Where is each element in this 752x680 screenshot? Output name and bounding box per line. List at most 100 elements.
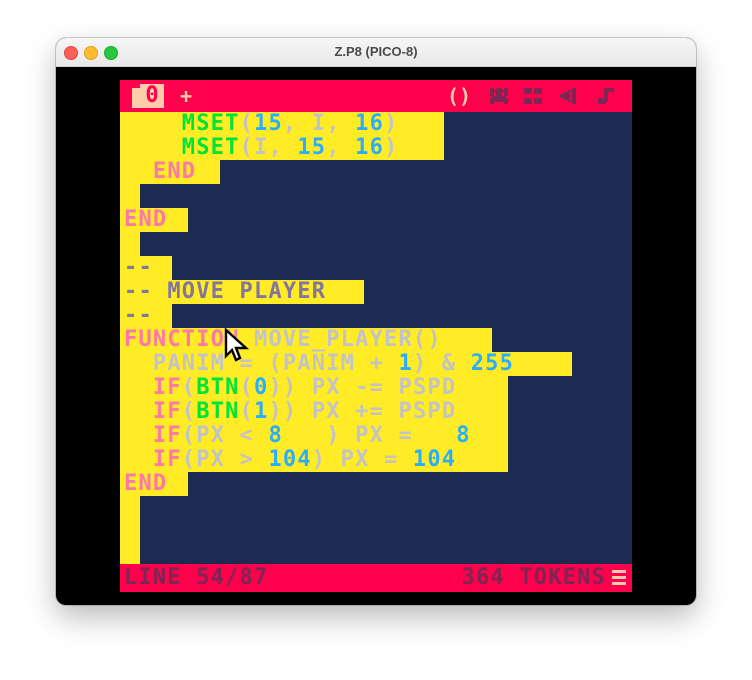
code-token: , [326, 111, 356, 136]
minimize-button[interactable] [84, 46, 98, 60]
selection-highlight [140, 328, 492, 352]
code-token: IF [152, 447, 182, 472]
editor-toolbar: 0 + () [120, 80, 632, 112]
code-line[interactable]: MSET(I, 15, 16) [124, 136, 398, 160]
code-token: MSET [181, 135, 240, 160]
code-line[interactable]: END [124, 472, 167, 496]
code-token: MOVE_PLAYER [239, 327, 413, 352]
selection-highlight [120, 208, 188, 232]
selection-highlight [140, 352, 572, 376]
code-token: END [124, 471, 168, 496]
code-token: MSET [181, 111, 240, 136]
code-token: ( [181, 399, 197, 424]
code-line[interactable]: FUNCTION MOVE_PLAYER() [124, 328, 442, 352]
code-token: END [124, 207, 168, 232]
code-token [124, 423, 153, 448]
code-line[interactable]: END [124, 208, 167, 232]
sprite-icon[interactable] [486, 84, 512, 108]
code-tab-0[interactable]: 0 [140, 84, 164, 108]
code-token: (PX > [181, 447, 269, 472]
code-token: ( [239, 375, 255, 400]
maximize-button[interactable] [104, 46, 118, 60]
token-count: 364 TOKENS [461, 565, 606, 590]
code-token [124, 375, 153, 400]
code-token: 1 [254, 399, 269, 424]
code-token [124, 111, 182, 136]
code-line[interactable]: IF(BTN(1)) PX += PSPD [124, 400, 456, 424]
code-line[interactable]: IF(BTN(0)) PX -= PSPD [124, 376, 456, 400]
code-token: PANIM = (PANIM + [124, 351, 399, 376]
code-token [124, 135, 182, 160]
mouse-cursor-icon [224, 328, 250, 362]
selection-highlight [140, 160, 220, 184]
code-token: , [326, 135, 356, 160]
code-line[interactable]: -- [124, 304, 153, 328]
code-token: 8 [268, 423, 283, 448]
add-tab-button[interactable]: + [179, 84, 193, 108]
code-token: BTN [196, 375, 240, 400]
sfx-icon[interactable] [556, 84, 582, 108]
code-token: , [282, 111, 312, 136]
selection-highlight [140, 280, 364, 304]
selection-highlight [140, 136, 444, 160]
menu-icon[interactable] [612, 570, 626, 586]
code-token: 15 [254, 111, 283, 136]
code-token: IF [152, 399, 182, 424]
code-token: I [311, 111, 327, 136]
selection-highlight [120, 472, 188, 496]
selection-highlight [140, 448, 508, 472]
code-token: 255 [470, 351, 515, 376]
selection-highlight [140, 304, 172, 328]
code-icon-glyph: () [446, 84, 472, 108]
code-token: () [412, 327, 442, 352]
code-token: BTN [196, 399, 240, 424]
code-token: ( [239, 111, 255, 136]
selection-highlight [140, 256, 172, 280]
code-token: (PX < [181, 423, 269, 448]
code-token: IF [152, 423, 182, 448]
code-token: END [152, 159, 197, 184]
code-token: ( [239, 399, 255, 424]
code-line[interactable]: END [124, 160, 196, 184]
code-line[interactable]: IF(PX > 104) PX = 104 [124, 448, 456, 472]
line-indicator: LINE 54/87 [124, 565, 269, 590]
code-token: 15 [297, 135, 327, 160]
code-token: 16 [355, 111, 385, 136]
code-token [124, 447, 153, 472]
code-token: ) [384, 111, 399, 136]
code-token: ) PX = [282, 423, 457, 448]
code-line[interactable]: MSET(15, I, 16) [124, 112, 398, 136]
close-button[interactable] [64, 46, 78, 60]
selection-highlight [140, 376, 508, 400]
code-line[interactable]: -- MOVE PLAYER [124, 280, 326, 304]
code-token: ) PX = [311, 447, 413, 472]
code-icon[interactable]: () [446, 84, 472, 108]
code-token: 1 [398, 351, 413, 376]
pico8-window: Z.P8 (PICO-8) 0 + () [56, 38, 696, 605]
code-token: ) [384, 135, 399, 160]
tab-decoration [132, 88, 142, 108]
code-token: ( [239, 135, 255, 160]
code-token: -- [124, 255, 153, 280]
code-token: I [254, 135, 269, 160]
status-bar: LINE 54/87 364 TOKENS [120, 564, 632, 592]
code-token: 104 [268, 447, 312, 472]
code-token: )) PX += PSPD [268, 399, 457, 424]
code-token: 8 [456, 423, 471, 448]
code-token: -- [124, 303, 153, 328]
code-token: IF [152, 375, 182, 400]
code-token: , [268, 135, 298, 160]
code-line[interactable]: -- [124, 256, 153, 280]
map-icon[interactable] [520, 84, 546, 108]
music-icon[interactable] [592, 84, 618, 108]
selection-highlight [140, 424, 508, 448]
pico8-screen[interactable]: 0 + () [120, 80, 632, 592]
code-token: 0 [254, 375, 269, 400]
code-token: 104 [412, 447, 457, 472]
code-token [124, 399, 153, 424]
window-title: Z.P8 (PICO-8) [334, 44, 418, 59]
code-line[interactable]: PANIM = (PANIM + 1) & 255 [124, 352, 514, 376]
code-token: -- MOVE PLAYER [124, 279, 327, 304]
title-bar: Z.P8 (PICO-8) [56, 38, 696, 67]
code-line[interactable]: IF(PX < 8 ) PX = 8 [124, 424, 471, 448]
